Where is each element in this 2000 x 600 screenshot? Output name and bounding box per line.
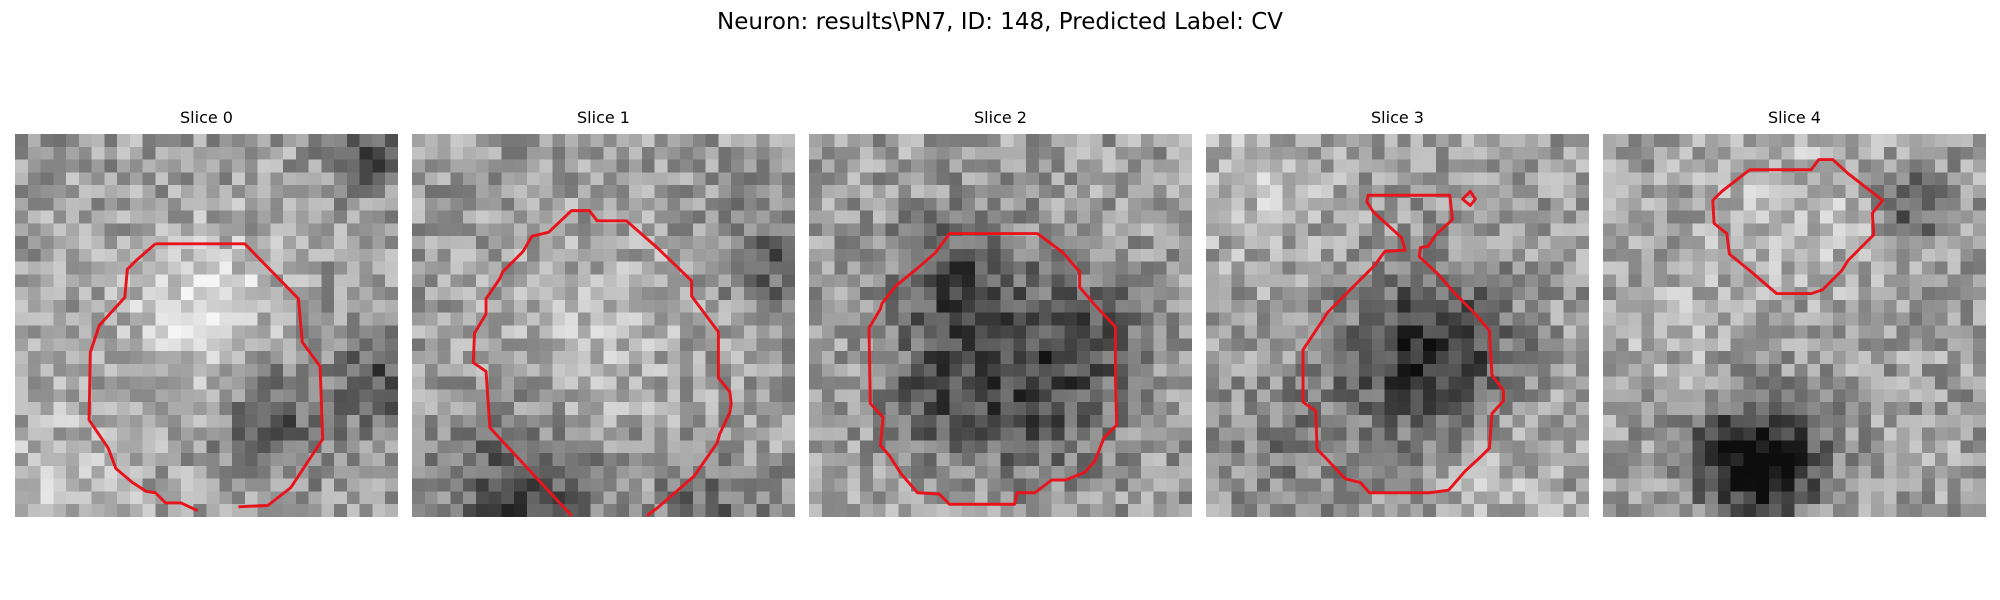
slice-title: Slice 1	[577, 108, 630, 127]
segmentation-contour	[1301, 193, 1505, 495]
grayscale-texture	[1206, 134, 1589, 517]
slice-title: Slice 2	[974, 108, 1027, 127]
grayscale-texture	[15, 134, 398, 517]
slice-image	[412, 134, 795, 517]
grayscale-texture	[809, 134, 1192, 517]
slice-image	[15, 134, 398, 517]
grayscale-texture	[412, 134, 795, 517]
figure-title: Neuron: results\PN7, ID: 148, Predicted …	[717, 9, 1283, 35]
slice-title: Slice 0	[180, 108, 233, 127]
slice-image	[1206, 134, 1589, 517]
segmentation-contour	[1461, 189, 1477, 207]
segmentation-contour	[155, 242, 325, 509]
slice-title: Slice 3	[1371, 108, 1424, 127]
segmentation-contour	[87, 242, 199, 512]
slice-image	[1603, 134, 1986, 517]
grayscale-texture	[1603, 134, 1986, 517]
segmentation-contour	[1711, 158, 1885, 296]
segmentation-contour	[867, 232, 1119, 506]
segmentation-contour	[471, 209, 733, 517]
slice-image	[809, 134, 1192, 517]
slice-title: Slice 4	[1768, 108, 1821, 127]
